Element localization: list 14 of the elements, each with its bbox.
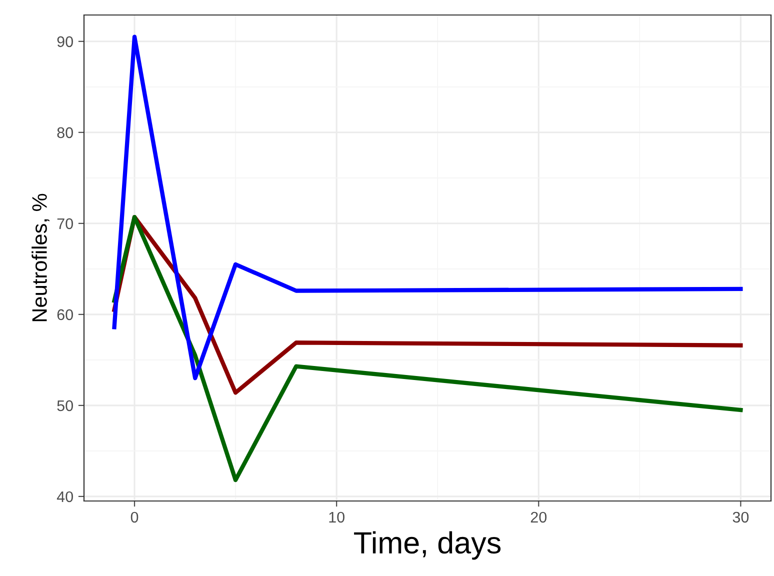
y-tick-label: 60: [57, 309, 73, 320]
y-tick-label: 70: [57, 218, 73, 230]
x-tick-label: 20: [530, 512, 547, 523]
y-axis-title: Neutrofiles, %: [32, 194, 50, 322]
y-tick-label: 50: [57, 400, 73, 412]
line-series: [112, 214, 743, 482]
x-tick-label: 30: [732, 512, 749, 523]
y-tick-label: 40: [56, 491, 73, 502]
x-tick-label: 10: [329, 512, 344, 523]
x-tick-label: 0: [130, 512, 138, 523]
y-tick-label: 80: [57, 127, 73, 138]
y-tick-label: 90: [57, 36, 73, 48]
line-series: [112, 34, 743, 380]
x-axis-title: Time, days: [354, 531, 501, 560]
